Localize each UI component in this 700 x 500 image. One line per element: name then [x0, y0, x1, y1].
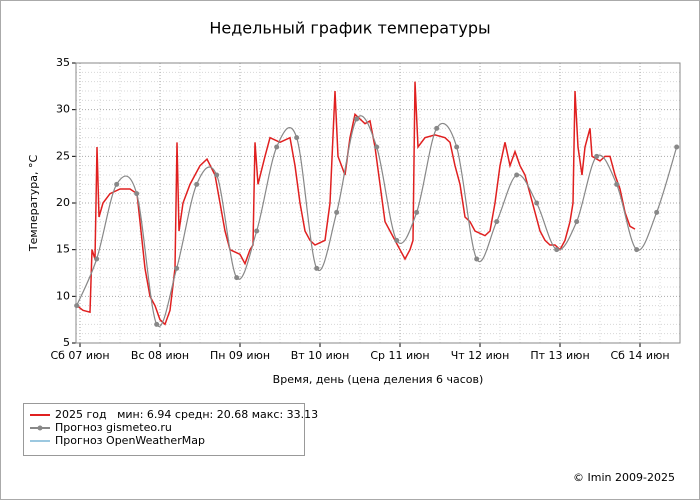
point — [534, 200, 540, 206]
point — [114, 181, 120, 187]
point — [494, 219, 500, 225]
point — [454, 144, 460, 150]
point — [554, 247, 560, 253]
point — [474, 256, 480, 262]
x-tick-label: Вс 08 июн — [131, 349, 189, 362]
legend-label: Прогноз gismeteo.ru — [55, 421, 172, 434]
legend-label: Прогноз OpenWeatherMap — [55, 434, 205, 447]
point — [414, 209, 420, 215]
plot-area — [75, 62, 681, 344]
y-tick-label: 10 — [56, 289, 70, 302]
y-axis-label: Температура, °C — [27, 155, 40, 253]
legend-label: 2025 год мин: 6.94 средн: 20.68 макс: 33… — [55, 408, 318, 421]
series-line — [76, 115, 678, 328]
x-tick-label: Чт 12 июн — [451, 349, 510, 362]
point — [254, 228, 260, 234]
point — [294, 135, 300, 141]
y-tick-label: 15 — [56, 243, 70, 256]
point — [654, 209, 660, 215]
point — [134, 191, 140, 197]
x-tick-label: Сб 07 июн — [50, 349, 109, 362]
chart-title: Недельный график температуры — [209, 19, 490, 38]
point — [94, 256, 100, 262]
point — [334, 209, 340, 215]
y-tick-label: 35 — [56, 56, 70, 69]
point — [354, 116, 360, 122]
point — [314, 265, 320, 271]
y-tick-label: 30 — [56, 103, 70, 116]
point — [274, 144, 280, 150]
point — [154, 321, 160, 327]
y-tick-label: 5 — [63, 336, 70, 349]
point — [214, 172, 220, 178]
x-tick-label: Пн 09 июн — [210, 349, 270, 362]
point — [394, 237, 400, 243]
x-axis-label: Время, день (цена деления 6 часов) — [273, 373, 484, 386]
x-tick-label: Вт 10 июн — [291, 349, 350, 362]
y-tick-label: 20 — [56, 196, 70, 209]
point — [614, 181, 620, 187]
point — [434, 125, 440, 131]
point — [194, 181, 200, 187]
point — [574, 219, 580, 225]
point — [174, 265, 180, 271]
legend-marker — [37, 425, 43, 431]
y-tick-label: 25 — [56, 149, 70, 162]
point — [514, 172, 520, 178]
point — [374, 144, 380, 150]
point — [234, 275, 240, 281]
footer: © Imin 2009-2025 — [573, 471, 675, 484]
x-tick-label: Пт 13 июн — [530, 349, 589, 362]
legend-box — [23, 403, 305, 456]
point — [594, 153, 600, 159]
point — [674, 144, 680, 150]
x-tick-label: Сб 14 июн — [610, 349, 669, 362]
x-tick-label: Ср 11 июн — [370, 349, 429, 362]
point — [634, 247, 640, 253]
point — [74, 303, 80, 309]
